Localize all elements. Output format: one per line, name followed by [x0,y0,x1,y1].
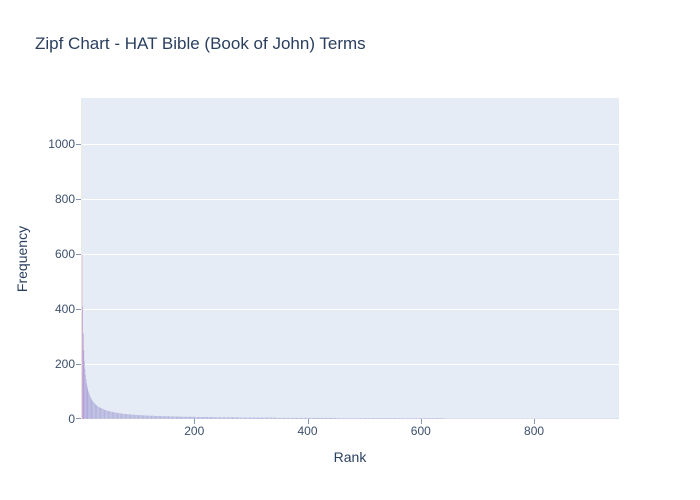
x-tick-label-200: 200 [184,424,205,438]
x-tick-mark-400 [307,419,309,424]
plot-area[interactable] [81,98,619,419]
y-tick-label-0: 0 [68,412,75,426]
y-tick-mark-200 [76,364,81,366]
x-axis-title: Rank [333,449,367,465]
x-tick-label-600: 600 [410,424,431,438]
x-tick-mark-600 [420,419,422,424]
x-tick-mark-800 [534,419,536,424]
gridline-y-600 [81,254,619,256]
gridline-y-1000 [81,144,619,146]
gridline-y-800 [81,199,619,201]
y-tick-label-400: 400 [54,302,75,317]
y-tick-mark-0 [76,418,81,419]
y-tick-mark-400 [76,309,81,311]
y-tick-mark-1000 [76,144,81,146]
chart-title: Zipf Chart - HAT Bible (Book of John) Te… [35,34,366,53]
y-tick-label-1000: 1000 [48,137,75,152]
y-tick-label-200: 200 [54,357,75,372]
y-tick-mark-800 [76,199,81,201]
gridline-y-400 [81,309,619,311]
x-tick-label-400: 400 [297,424,318,438]
y-tick-mark-600 [76,254,81,256]
x-tick-label-800: 800 [524,424,545,438]
y-tick-label-600: 600 [54,247,75,262]
y-axis-title: Frequency [14,225,30,293]
x-tick-mark-200 [194,419,196,424]
gridline-y-200 [81,364,619,366]
zipf-bars-canvas[interactable] [81,98,619,419]
y-tick-label-800: 800 [54,192,75,207]
